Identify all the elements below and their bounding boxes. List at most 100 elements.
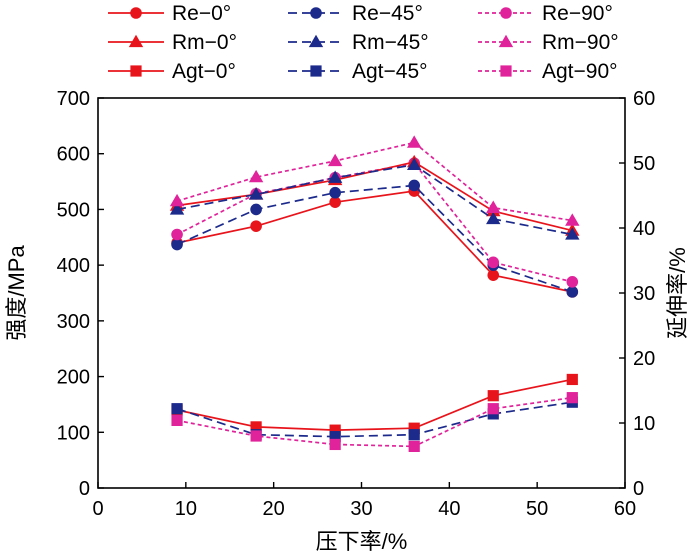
legend-marker <box>498 34 514 48</box>
data-point <box>250 421 262 433</box>
data-point <box>407 157 422 171</box>
data-point <box>329 424 341 436</box>
legend-item-rm-0: Rm−0° <box>108 31 237 54</box>
legend-label: Agt−0° <box>172 60 236 83</box>
data-point <box>169 202 185 215</box>
data-point <box>171 403 183 415</box>
data-point <box>169 193 185 207</box>
y-left-tick-label: 0 <box>79 478 90 500</box>
data-point <box>565 213 580 226</box>
data-point <box>329 196 341 208</box>
legend-marker <box>310 7 322 19</box>
series-line <box>176 184 573 293</box>
y-right-tick-label: 10 <box>633 413 655 435</box>
data-point <box>327 170 343 183</box>
y-left-tick-label: 700 <box>57 88 90 110</box>
data-point <box>486 211 501 225</box>
legend-label: Re−0° <box>172 2 231 25</box>
legend-label: Re−45° <box>352 2 423 25</box>
legend-item-agt-90: Agt−90° <box>478 60 618 83</box>
data-point <box>250 203 262 216</box>
legend-label: Re−90° <box>542 2 613 25</box>
y-right-tick-label: 60 <box>633 88 655 110</box>
y-right-tick-label: 0 <box>633 478 644 500</box>
y-right-tick-label: 50 <box>633 153 655 175</box>
series-line <box>176 163 573 236</box>
y-left-tick-label: 600 <box>57 144 90 166</box>
y-right-tick-label: 30 <box>633 283 655 305</box>
x-tick-label: 20 <box>263 498 285 520</box>
x-tick-label: 60 <box>614 498 636 520</box>
data-point <box>329 438 341 451</box>
legend-marker <box>128 34 144 48</box>
y-left-tick-label: 200 <box>57 367 90 389</box>
x-tick-label: 10 <box>175 498 197 520</box>
series-agt-45 <box>171 396 578 443</box>
data-point <box>329 186 341 199</box>
legend-marker <box>310 65 322 77</box>
legend-marker <box>308 34 324 48</box>
data-point <box>487 403 499 415</box>
series-rm-90 <box>169 135 580 226</box>
data-point <box>171 414 183 426</box>
data-point <box>171 238 183 251</box>
axis-ticks: 0 10 20 30 40 50 60010020030040050060070001020… <box>57 88 656 520</box>
data-point <box>566 392 578 404</box>
data-point <box>566 286 579 298</box>
y-right-tick-label: 40 <box>633 218 655 240</box>
x-axis-title: 压下率/% <box>316 529 408 554</box>
legend-marker <box>500 7 512 19</box>
data-point <box>408 440 420 452</box>
legend-item-rm-45: Rm−45° <box>288 31 429 54</box>
data-point <box>565 227 580 240</box>
series-line <box>176 396 573 448</box>
data-point <box>487 269 500 281</box>
data-point <box>487 256 500 269</box>
series-line <box>176 378 573 432</box>
series-re-0 <box>171 185 579 298</box>
legend-item-rm-90: Rm−90° <box>478 31 619 54</box>
legend: Re−0° Re−45° Re−90° Rm−0° Rm−45° Rm−90° Agt−0°… <box>108 2 619 83</box>
y-left-tick-label: 500 <box>57 199 90 221</box>
legend-item-re-45: Re−45° <box>288 2 423 25</box>
data-point <box>566 276 579 288</box>
data-point <box>329 431 341 443</box>
series-line <box>176 141 573 222</box>
legend-item-re-90: Re−90° <box>478 2 613 25</box>
data-point <box>248 169 264 183</box>
x-tick-label: 30 <box>350 498 372 520</box>
legend-label: Rm−90° <box>542 31 619 54</box>
x-tick-label: 0 <box>92 498 103 520</box>
legend-item-agt-0: Agt−0° <box>108 60 236 83</box>
data-point <box>327 153 343 167</box>
series-rm-45 <box>169 157 580 240</box>
data-point <box>408 429 420 441</box>
legend-label: Rm−0° <box>172 31 237 54</box>
x-tick-label: 50 <box>526 498 548 520</box>
x-tick-label: 40 <box>438 498 460 520</box>
legend-marker <box>130 7 142 19</box>
legend-item-re-0: Re−0° <box>108 2 231 25</box>
y-left-tick-label: 400 <box>57 255 90 277</box>
data-point <box>248 187 264 200</box>
data-point <box>487 390 499 402</box>
series-layer <box>169 135 580 452</box>
legend-marker <box>500 65 512 77</box>
series-line <box>176 190 573 293</box>
data-point <box>566 373 578 386</box>
series-re-90 <box>171 157 579 288</box>
y-right-tick-label: 20 <box>633 348 655 370</box>
series-rm-0 <box>169 154 580 236</box>
data-point <box>486 200 501 213</box>
data-point <box>408 179 421 192</box>
legend-label: Agt−90° <box>542 60 618 83</box>
legend-label: Agt−45° <box>352 60 428 83</box>
data-point <box>407 135 422 148</box>
legend-marker <box>130 65 142 77</box>
y-left-tick-label: 300 <box>57 311 90 333</box>
legend-label: Rm−45° <box>352 31 429 54</box>
series-line <box>176 401 573 438</box>
data-point <box>408 422 420 434</box>
series-agt-90 <box>171 392 578 452</box>
data-point <box>250 430 262 442</box>
